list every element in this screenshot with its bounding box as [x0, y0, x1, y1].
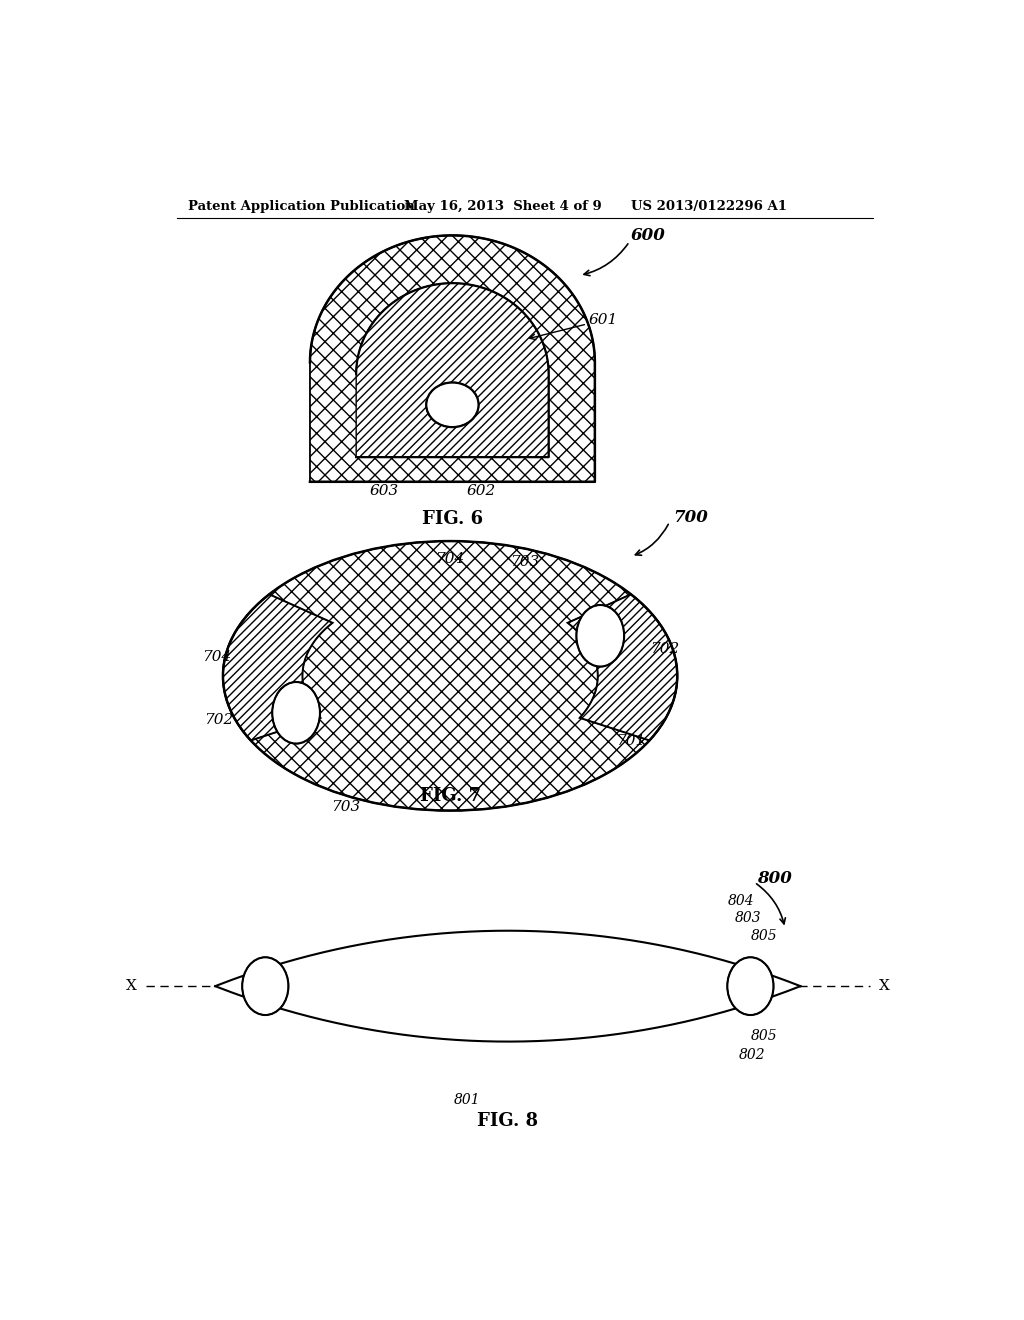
Polygon shape — [223, 594, 333, 741]
Polygon shape — [310, 235, 595, 482]
Text: 805: 805 — [751, 929, 777, 942]
Text: May 16, 2013  Sheet 4 of 9: May 16, 2013 Sheet 4 of 9 — [403, 199, 602, 213]
Text: 603: 603 — [370, 484, 398, 498]
Text: 802: 802 — [739, 1048, 766, 1063]
Text: 700: 700 — [674, 510, 709, 527]
Ellipse shape — [223, 541, 677, 810]
Ellipse shape — [426, 383, 478, 428]
Ellipse shape — [272, 682, 319, 743]
Ellipse shape — [426, 383, 478, 428]
Text: 600: 600 — [631, 227, 666, 244]
Ellipse shape — [272, 682, 319, 743]
Text: US 2013/0122296 A1: US 2013/0122296 A1 — [631, 199, 787, 213]
Polygon shape — [567, 594, 677, 741]
Ellipse shape — [577, 605, 625, 667]
Text: 704: 704 — [202, 649, 231, 664]
Text: 801: 801 — [454, 1093, 480, 1107]
Text: 703: 703 — [510, 554, 540, 569]
Text: 702: 702 — [650, 642, 680, 656]
Polygon shape — [223, 594, 333, 741]
Polygon shape — [356, 284, 549, 457]
Text: X: X — [879, 979, 890, 993]
Text: 601: 601 — [589, 313, 617, 327]
Text: FIG. 8: FIG. 8 — [477, 1111, 539, 1130]
Polygon shape — [356, 284, 549, 457]
Ellipse shape — [577, 605, 625, 667]
Text: 704: 704 — [435, 552, 464, 566]
Ellipse shape — [727, 957, 773, 1015]
Text: FIG. 7: FIG. 7 — [420, 787, 480, 805]
Text: Patent Application Publication: Patent Application Publication — [188, 199, 415, 213]
Ellipse shape — [727, 957, 773, 1015]
Text: FIG. 6: FIG. 6 — [422, 510, 483, 528]
Ellipse shape — [243, 957, 289, 1015]
Text: 805: 805 — [751, 1030, 777, 1043]
Polygon shape — [215, 931, 801, 1041]
Text: X: X — [126, 979, 137, 993]
Text: 703: 703 — [331, 800, 360, 813]
Text: 800: 800 — [757, 870, 792, 887]
Ellipse shape — [243, 957, 289, 1015]
Polygon shape — [567, 594, 677, 741]
Text: 602: 602 — [466, 484, 496, 498]
Ellipse shape — [223, 541, 677, 810]
Text: 803: 803 — [735, 911, 762, 925]
Text: 804: 804 — [727, 895, 754, 908]
Text: 702: 702 — [204, 714, 233, 727]
Text: 701: 701 — [615, 734, 645, 748]
